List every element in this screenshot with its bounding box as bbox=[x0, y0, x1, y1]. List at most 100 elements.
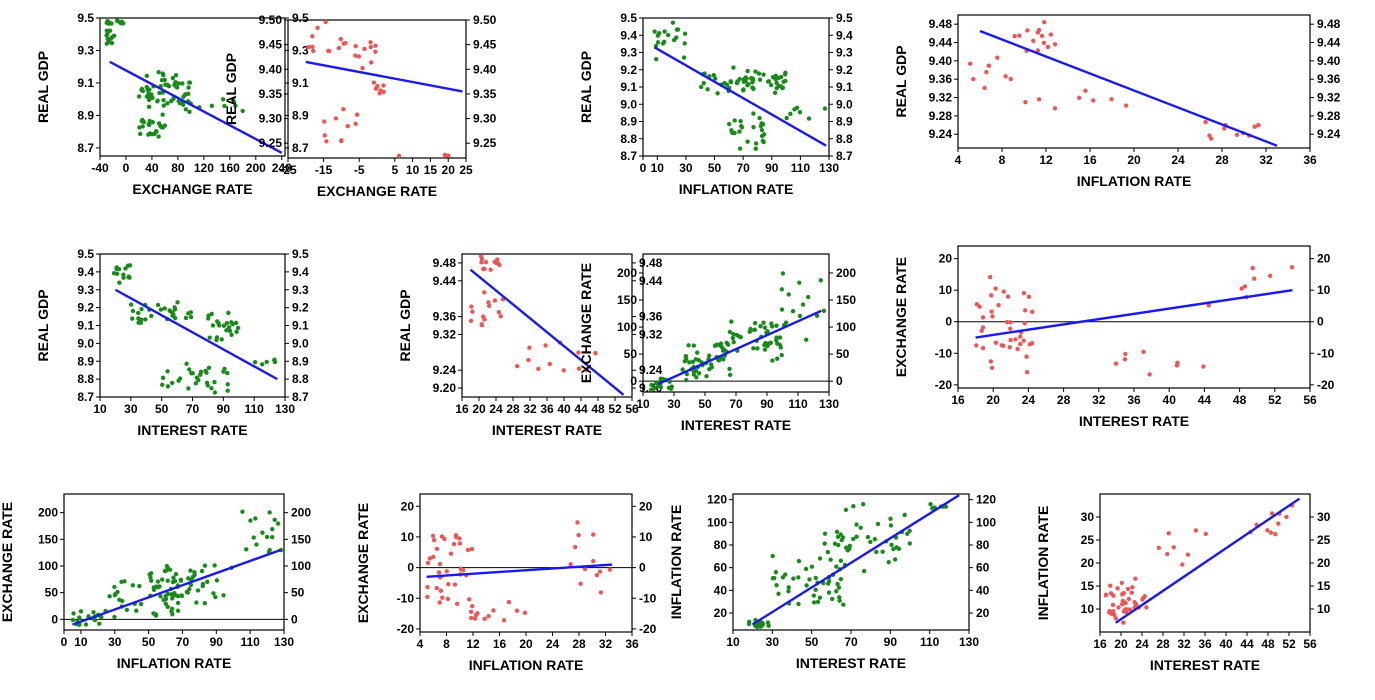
y-tick-label-left: 9.1 bbox=[77, 319, 94, 333]
data-point bbox=[858, 525, 863, 530]
data-point bbox=[264, 534, 270, 540]
data-point bbox=[104, 33, 109, 38]
data-point bbox=[119, 19, 124, 24]
data-point bbox=[224, 320, 230, 326]
y-tick-label-right: 9.1 bbox=[836, 80, 853, 94]
y-tick-label-right: 20 bbox=[1317, 556, 1331, 570]
data-point bbox=[814, 313, 820, 318]
data-point bbox=[661, 39, 667, 45]
data-point bbox=[345, 123, 350, 129]
data-point bbox=[522, 610, 528, 615]
y-tick-label-right: 100 bbox=[836, 320, 856, 334]
data-point bbox=[770, 553, 775, 559]
data-point bbox=[163, 82, 168, 87]
data-point bbox=[1129, 590, 1134, 595]
data-point bbox=[457, 536, 462, 541]
y-tick-label-right: 9.1 bbox=[292, 319, 309, 333]
x-tick-label: 110 bbox=[788, 397, 808, 411]
data-point bbox=[584, 367, 590, 373]
y-tick-label-right: 9.44 bbox=[639, 274, 663, 288]
data-point bbox=[1042, 20, 1047, 25]
data-point bbox=[160, 375, 166, 381]
regression-line bbox=[305, 60, 463, 93]
data-point bbox=[527, 345, 532, 350]
y-tick-label-left: 9.48 bbox=[433, 256, 457, 270]
data-point bbox=[169, 608, 174, 614]
data-point bbox=[543, 343, 548, 348]
y-tick-label-right: 60 bbox=[976, 561, 990, 575]
data-point bbox=[902, 512, 907, 518]
data-point bbox=[815, 599, 821, 605]
x-tick-label: 30 bbox=[124, 402, 138, 416]
data-point bbox=[860, 501, 866, 507]
data-point bbox=[123, 266, 128, 271]
y-axis-label: REAL GDP bbox=[223, 53, 239, 125]
data-point bbox=[874, 549, 879, 555]
y-tick-label-right: 40 bbox=[976, 583, 990, 597]
data-point bbox=[431, 554, 436, 560]
data-point bbox=[1113, 616, 1118, 621]
data-point bbox=[1116, 605, 1121, 610]
data-point bbox=[836, 542, 841, 548]
data-point bbox=[165, 101, 170, 106]
data-point bbox=[105, 36, 110, 42]
data-point bbox=[225, 388, 230, 393]
data-point bbox=[425, 560, 431, 566]
data-point bbox=[1126, 596, 1132, 602]
data-point bbox=[442, 152, 448, 158]
x-tick-label: 90 bbox=[765, 161, 779, 175]
data-point bbox=[138, 601, 144, 607]
x-tick-label: 28 bbox=[572, 637, 586, 651]
data-point bbox=[1234, 132, 1240, 138]
data-point bbox=[907, 528, 912, 534]
y-tick-label-right: 8.7 bbox=[292, 390, 309, 404]
data-point bbox=[686, 343, 691, 348]
data-point bbox=[234, 329, 239, 334]
x-tick-label: 40 bbox=[145, 161, 159, 175]
plot-frame bbox=[957, 14, 1311, 149]
data-point bbox=[892, 557, 898, 562]
data-point bbox=[212, 390, 218, 395]
plot-frame bbox=[287, 19, 467, 159]
data-point bbox=[731, 331, 736, 337]
data-point bbox=[770, 576, 776, 581]
data-point bbox=[1208, 136, 1214, 141]
x-axis-label: INFLATION RATE bbox=[469, 657, 584, 673]
data-point bbox=[988, 274, 993, 280]
x-tick-label: 70 bbox=[186, 402, 200, 416]
data-point bbox=[112, 584, 117, 590]
data-point bbox=[1122, 357, 1128, 362]
data-point bbox=[173, 571, 179, 577]
x-tick-label: 110 bbox=[791, 161, 811, 175]
x-tick-label: 44 bbox=[574, 402, 588, 416]
data-point bbox=[691, 343, 697, 348]
data-point bbox=[186, 386, 191, 391]
data-point bbox=[691, 372, 696, 377]
data-point bbox=[170, 75, 176, 81]
data-point bbox=[830, 596, 835, 602]
data-point bbox=[172, 592, 178, 598]
y-tick-label-right: 100 bbox=[291, 559, 311, 573]
x-tick-label: 20 bbox=[519, 637, 533, 651]
data-point bbox=[772, 90, 778, 96]
x-tick-label: 28 bbox=[1057, 393, 1071, 407]
data-point bbox=[1108, 583, 1113, 588]
x-tick-label: 0 bbox=[123, 161, 130, 175]
x-axis-label: INTEREST RATE bbox=[137, 422, 247, 438]
data-point bbox=[92, 617, 98, 623]
data-point bbox=[209, 386, 214, 391]
x-tick-label: 20 bbox=[1114, 637, 1128, 651]
data-point bbox=[161, 597, 166, 603]
data-point bbox=[127, 263, 133, 268]
scatter-panel-2: -25 -15 -5 5 10 15 20 259.25 9.259.30 9.309.35 9.3… bbox=[223, 13, 497, 199]
data-point bbox=[149, 578, 154, 583]
data-point bbox=[1007, 344, 1012, 350]
data-point bbox=[469, 304, 474, 309]
data-point bbox=[974, 301, 980, 307]
plot-frame bbox=[642, 17, 830, 157]
x-tick-label: 16 bbox=[1083, 153, 1097, 167]
data-point bbox=[696, 357, 701, 363]
data-point bbox=[139, 317, 144, 322]
data-point bbox=[593, 350, 598, 356]
data-point bbox=[590, 558, 596, 564]
